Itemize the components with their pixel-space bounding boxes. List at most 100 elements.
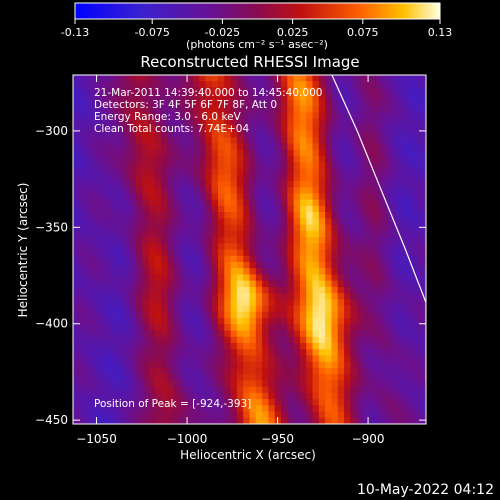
heatmap-cell xyxy=(287,293,295,300)
heatmap-cell xyxy=(98,386,106,394)
heatmap-cell xyxy=(136,99,143,107)
x-tick-label: −1050 xyxy=(76,432,117,446)
heatmap-cell xyxy=(344,361,351,369)
heatmap-cell xyxy=(129,131,137,138)
heatmap-cell xyxy=(381,405,389,413)
heatmap-cell xyxy=(154,243,162,251)
heatmap-cell xyxy=(73,330,80,338)
heatmap-cell xyxy=(356,355,364,363)
heatmap-cell xyxy=(192,399,200,406)
heatmap-cell xyxy=(123,405,131,413)
heatmap-cell xyxy=(98,342,106,350)
heatmap-cell xyxy=(217,280,225,288)
heatmap-cell xyxy=(331,205,339,213)
heatmap-cell xyxy=(350,274,358,282)
heatmap-cell xyxy=(192,180,200,188)
heatmap-cell xyxy=(243,367,251,375)
heatmap-cell xyxy=(274,156,282,163)
heatmap-cell xyxy=(400,162,408,170)
heatmap-cell xyxy=(104,361,112,369)
heatmap-cell xyxy=(312,417,320,424)
heatmap-cell xyxy=(255,299,263,307)
heatmap-cell xyxy=(375,230,383,238)
heatmap-cell xyxy=(381,93,389,101)
heatmap-cell xyxy=(199,261,206,269)
heatmap-cell xyxy=(199,243,206,251)
heatmap-cell xyxy=(79,299,87,307)
heatmap-cell xyxy=(136,286,143,294)
axis-ticks: −1050 −1000 −950 −900−300−350−400−450 xyxy=(35,75,426,446)
heatmap-cell xyxy=(173,112,181,120)
heatmap-cell xyxy=(79,143,87,151)
heatmap-cell xyxy=(136,143,143,151)
heatmap-cell xyxy=(167,87,175,95)
heatmap-cell xyxy=(79,131,87,138)
heatmap-cell xyxy=(299,324,307,332)
heatmap-cell xyxy=(262,168,270,176)
heatmap-cell xyxy=(394,392,402,400)
heatmap-cell xyxy=(350,137,358,145)
heatmap-cell xyxy=(281,311,288,319)
heatmap-cell xyxy=(154,106,162,113)
heatmap-cell xyxy=(148,411,156,419)
heatmap-cell xyxy=(375,131,383,138)
heatmap-cell xyxy=(375,255,383,263)
heatmap-cell xyxy=(123,199,131,207)
heatmap-cell xyxy=(262,243,270,251)
heatmap-cell xyxy=(167,349,175,357)
heatmap-cell xyxy=(325,131,333,138)
heatmap-cell xyxy=(249,224,257,232)
heatmap-cell xyxy=(129,367,137,375)
heatmap-cell xyxy=(236,336,244,344)
heatmap-cell xyxy=(331,156,339,163)
heatmap-cell xyxy=(369,87,377,95)
heatmap-cell xyxy=(186,255,194,263)
heatmap-cell xyxy=(281,318,288,325)
heatmap-cell xyxy=(268,293,276,300)
heatmap-cell xyxy=(129,243,137,251)
heatmap-cell xyxy=(154,355,162,363)
heatmap-cell xyxy=(123,143,131,151)
heatmap-cell xyxy=(161,218,169,226)
heatmap-cell xyxy=(287,305,295,313)
heatmap-cell xyxy=(394,81,402,89)
heatmap-cell xyxy=(344,349,351,357)
heatmap-cell xyxy=(413,286,421,294)
heatmap-cell xyxy=(136,392,143,400)
heatmap-cell xyxy=(255,75,263,82)
heatmap-cell xyxy=(123,106,131,113)
heatmap-cell xyxy=(123,87,131,95)
heatmap-cell xyxy=(205,305,213,313)
heatmap-cell xyxy=(318,261,326,269)
heatmap-cell xyxy=(224,330,232,338)
heatmap-cell xyxy=(274,218,282,226)
heatmap-cell xyxy=(325,386,333,394)
heatmap-cell xyxy=(331,374,339,381)
heatmap-cell xyxy=(394,106,402,113)
heatmap-cell xyxy=(375,405,383,413)
heatmap-cell xyxy=(344,280,351,288)
heatmap-cell xyxy=(110,218,118,226)
heatmap-cell xyxy=(287,162,295,170)
heatmap-cell xyxy=(110,311,118,319)
heatmap-cell xyxy=(299,399,307,406)
heatmap-cell xyxy=(325,174,333,182)
heatmap-cell xyxy=(186,93,194,101)
heatmap-cell xyxy=(350,286,358,294)
heatmap-cell xyxy=(255,118,263,126)
heatmap-cell xyxy=(394,293,402,300)
heatmap-cell xyxy=(217,392,225,400)
heatmap-cell xyxy=(167,249,175,257)
heatmap-cell xyxy=(255,386,263,394)
heatmap-cell xyxy=(211,99,219,107)
heatmap-cell xyxy=(344,162,351,170)
heatmap-cell xyxy=(110,75,118,82)
heatmap-cell xyxy=(129,87,137,95)
heatmap-cell xyxy=(356,411,364,419)
heatmap-cell xyxy=(148,218,156,226)
heatmap-cell xyxy=(268,392,276,400)
heatmap-cell xyxy=(413,311,421,319)
heatmap-cell xyxy=(407,137,414,145)
heatmap-cell xyxy=(312,156,320,163)
heatmap-cell xyxy=(287,255,295,263)
